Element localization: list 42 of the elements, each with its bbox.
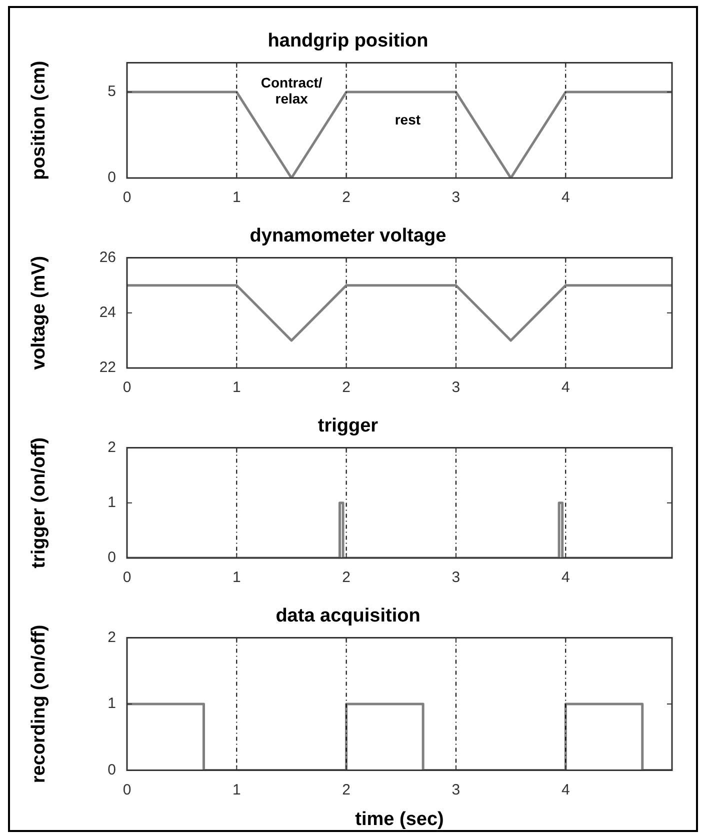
y-tick-label: 26 [99, 248, 116, 266]
y-tick-label: 2 [108, 438, 116, 456]
x-tick-label: 3 [452, 189, 460, 206]
x-tick-label: 2 [342, 379, 350, 396]
x-tick-label: 4 [561, 379, 570, 396]
y-axis-title: recording (on/off) [28, 624, 50, 784]
y-tick-label: 1 [108, 494, 116, 512]
x-tick-label: 2 [342, 569, 350, 586]
chart-title: handgrip position [268, 30, 428, 52]
annotation: rest [394, 111, 421, 128]
x-tick-label: 4 [561, 569, 570, 586]
y-axis-title: position (cm) [28, 60, 50, 180]
x-tick-label: 0 [122, 189, 132, 206]
x-tick-label: 3 [452, 781, 460, 798]
x-tick-label: 0 [122, 379, 132, 396]
x-tick-label: 2 [342, 781, 350, 798]
x-axis-title: time (sec) [355, 808, 444, 830]
x-tick-label: 0 [122, 781, 132, 798]
chart-title: trigger [318, 416, 379, 437]
x-tick-label: 1 [232, 781, 241, 798]
y-tick-label: 0 [108, 169, 116, 186]
y-tick-label: 1 [108, 695, 116, 712]
x-tick-label: 3 [452, 379, 460, 396]
y-axis-title: voltage (mV) [28, 256, 50, 370]
x-tick-label: 0 [122, 569, 132, 586]
x-tick-label: 4 [561, 781, 570, 798]
y-axis-title: trigger (on/off) [28, 437, 50, 568]
chart-title: data acquisition [276, 606, 420, 627]
annotation: Contract/ relax [260, 74, 322, 106]
x-tick-label: 1 [232, 189, 241, 206]
y-tick-label: 2 [108, 628, 116, 646]
y-tick-label: 5 [108, 83, 116, 100]
x-tick-label: 1 [232, 569, 241, 586]
x-tick-label: 2 [342, 189, 350, 206]
x-tick-label: 4 [561, 189, 570, 206]
y-tick-label: 22 [99, 359, 116, 376]
chart-title: dynamometer voltage [250, 226, 446, 247]
x-tick-label: 1 [232, 379, 241, 396]
y-tick-label: 0 [108, 549, 116, 566]
y-tick-label: 0 [108, 761, 116, 778]
x-tick-label: 3 [452, 569, 460, 586]
y-tick-label: 24 [99, 304, 116, 322]
